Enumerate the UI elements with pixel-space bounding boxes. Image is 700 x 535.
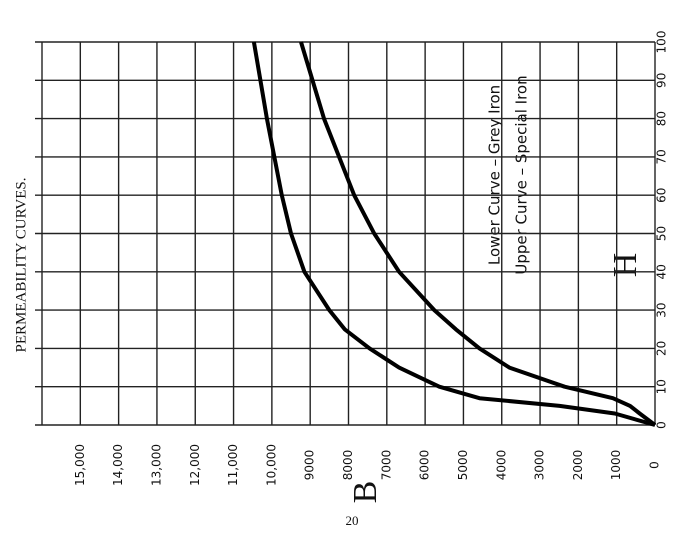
y-tick-label: 12,000 (188, 444, 202, 486)
y-tick-label: 9000 (303, 450, 317, 481)
x-tick-label: 40 (655, 264, 669, 279)
y-tick-label: 0 (648, 461, 662, 469)
annotation: Upper Curve – Special Iron (513, 75, 531, 274)
page-number: 20 (346, 513, 359, 528)
x-axis-label: H (607, 253, 644, 278)
y-tick-label: 2000 (571, 450, 585, 481)
y-tick-label: 10,000 (264, 444, 278, 486)
x-tick-label: 80 (655, 111, 669, 126)
x-tick-label: 20 (655, 341, 669, 356)
x-tick-label: 60 (655, 188, 669, 203)
y-tick-label: 6000 (418, 450, 432, 481)
curve (251, 41, 656, 427)
y-tick-label: 3000 (533, 450, 547, 481)
curve (299, 41, 657, 427)
x-tick-label: 50 (655, 226, 669, 241)
y-axis-label: B (347, 481, 384, 504)
y-tick-label: 11,000 (226, 444, 240, 486)
x-tick-label: 0 (655, 421, 669, 429)
x-tick-label: 30 (655, 302, 669, 317)
y-tick-label: 13,000 (149, 444, 163, 486)
y-tick-label: 1000 (609, 450, 623, 481)
y-tick-label: 15,000 (73, 444, 87, 486)
y-tick-label: 4000 (494, 450, 508, 481)
y-tick-label: 14,000 (111, 444, 125, 486)
annotation: Lower Curve – Grey Iron (486, 85, 504, 265)
x-tick-label: 100 (655, 31, 669, 54)
x-tick-label: 90 (655, 73, 669, 88)
y-tick-label: 7000 (379, 450, 393, 481)
x-tick-label: 10 (655, 379, 669, 394)
x-tick-label: 70 (655, 149, 669, 164)
chart-title: PERMEABILITY CURVES. (13, 178, 29, 353)
y-tick-label: 8000 (341, 450, 355, 481)
y-tick-label: 5000 (456, 450, 470, 481)
